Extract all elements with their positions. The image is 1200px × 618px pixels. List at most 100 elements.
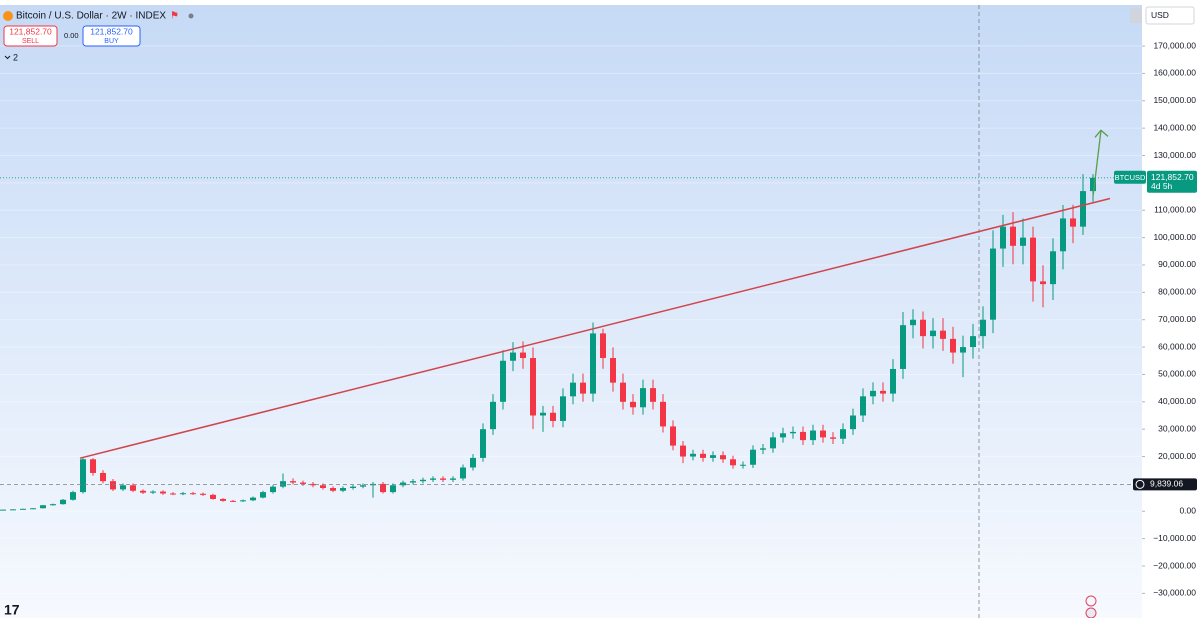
status-dot xyxy=(188,13,194,19)
candle-body xyxy=(450,478,456,480)
candle-body xyxy=(500,360,506,402)
candle-body xyxy=(0,509,6,511)
y-tick-label: 50,000.00 xyxy=(1158,369,1196,379)
candle-body xyxy=(180,493,186,495)
add-alert-icon xyxy=(1135,479,1145,489)
buy-button[interactable] xyxy=(82,25,141,47)
candle-body xyxy=(1070,218,1076,227)
candle-body xyxy=(690,453,696,457)
candle-body xyxy=(610,358,616,383)
candle-body xyxy=(70,492,76,500)
indicator-count: 2 xyxy=(13,52,18,62)
candle-body xyxy=(1090,177,1096,192)
y-tick-label: 20,000.00 xyxy=(1158,451,1196,461)
buy-price: 121,852.70 xyxy=(90,26,133,36)
candle-body xyxy=(440,478,446,480)
candle-body xyxy=(90,459,96,473)
y-tick-label: 70,000.00 xyxy=(1158,314,1196,324)
symbol-title: Bitcoin / U.S. Dollar · 2W · INDEX xyxy=(16,11,166,22)
y-tick-label: 80,000.00 xyxy=(1158,287,1196,297)
candle-body xyxy=(330,488,336,491)
candle-body xyxy=(470,457,476,468)
currency: USD xyxy=(1151,10,1169,20)
candle-body xyxy=(560,396,566,421)
candle-body xyxy=(780,433,786,438)
close-flag[interactable]: ⚑ xyxy=(170,11,179,22)
candle-body xyxy=(600,333,606,359)
candle-body xyxy=(920,319,926,337)
candle-body xyxy=(240,500,246,502)
candle-body xyxy=(910,319,916,326)
candle-body xyxy=(900,325,906,369)
candle-body xyxy=(790,431,796,434)
candle-body xyxy=(1040,281,1046,285)
candle-body xyxy=(300,482,306,484)
candle-body xyxy=(1060,218,1066,252)
toolbar-icon[interactable] xyxy=(1130,8,1142,23)
y-tick-label: 90,000.00 xyxy=(1158,259,1196,269)
candle-body xyxy=(880,390,886,394)
candle-body xyxy=(200,493,206,495)
event-icon[interactable] xyxy=(1085,595,1097,607)
candle-body xyxy=(130,485,136,491)
candle-body xyxy=(840,429,846,439)
candle-body xyxy=(230,500,236,502)
candle-body xyxy=(800,431,806,441)
candle-body xyxy=(50,504,56,506)
candle-body xyxy=(400,482,406,486)
candle-body xyxy=(810,430,816,441)
sell-button[interactable] xyxy=(3,25,58,47)
candle-body xyxy=(40,505,46,509)
candle-body xyxy=(570,382,576,397)
candle-body xyxy=(650,388,656,402)
candle-body xyxy=(60,499,66,505)
candle-body xyxy=(960,347,966,353)
candle-body xyxy=(490,401,496,430)
candle-body xyxy=(290,481,296,483)
price-axis xyxy=(1142,5,1200,618)
y-tick-label: 150,000.00 xyxy=(1153,95,1196,105)
candle-body xyxy=(580,382,586,394)
candle-body xyxy=(220,498,226,501)
candle-body xyxy=(730,459,736,466)
candle-body xyxy=(750,449,756,465)
y-tick-label: −20,000.00 xyxy=(1153,560,1196,570)
candle-body xyxy=(830,437,836,439)
buy-label: BUY xyxy=(104,38,119,45)
candle-body xyxy=(150,491,156,493)
candle-body xyxy=(160,491,166,494)
sell-price: 121,852.70 xyxy=(9,26,52,36)
candle-body xyxy=(30,508,36,510)
last-price-label: 121,852.70 xyxy=(1151,172,1194,182)
candle-body xyxy=(770,437,776,449)
top-bar xyxy=(0,0,1200,5)
candle-body xyxy=(460,467,466,479)
candle-body xyxy=(360,485,366,487)
candle-body xyxy=(270,486,276,493)
y-tick-label: 0.00 xyxy=(1179,506,1196,516)
candle-body xyxy=(1010,226,1016,246)
coin-icon xyxy=(3,11,13,21)
y-tick-label: 60,000.00 xyxy=(1158,341,1196,351)
plot-background xyxy=(0,5,1142,618)
collapse-chevron[interactable] xyxy=(4,55,11,60)
candle-body xyxy=(80,459,86,493)
candle-body xyxy=(760,448,766,450)
event-icon[interactable] xyxy=(1085,607,1097,618)
candle-body xyxy=(1080,191,1086,227)
candle-body xyxy=(480,429,486,458)
candle-body xyxy=(340,488,346,491)
candle-body xyxy=(420,479,426,482)
y-tick-label: 170,000.00 xyxy=(1153,40,1196,50)
y-tick-label: 130,000.00 xyxy=(1153,150,1196,160)
candle-body xyxy=(210,494,216,499)
currency-select[interactable] xyxy=(1145,6,1195,25)
candle-body xyxy=(1050,251,1056,285)
y-tick-label: 100,000.00 xyxy=(1153,232,1196,242)
candle-body xyxy=(140,490,146,493)
countdown: 4d 5h xyxy=(1151,181,1173,191)
crosshair-price-box xyxy=(1133,478,1197,491)
candle-body xyxy=(720,455,726,460)
spread: 0.00 xyxy=(64,31,79,40)
